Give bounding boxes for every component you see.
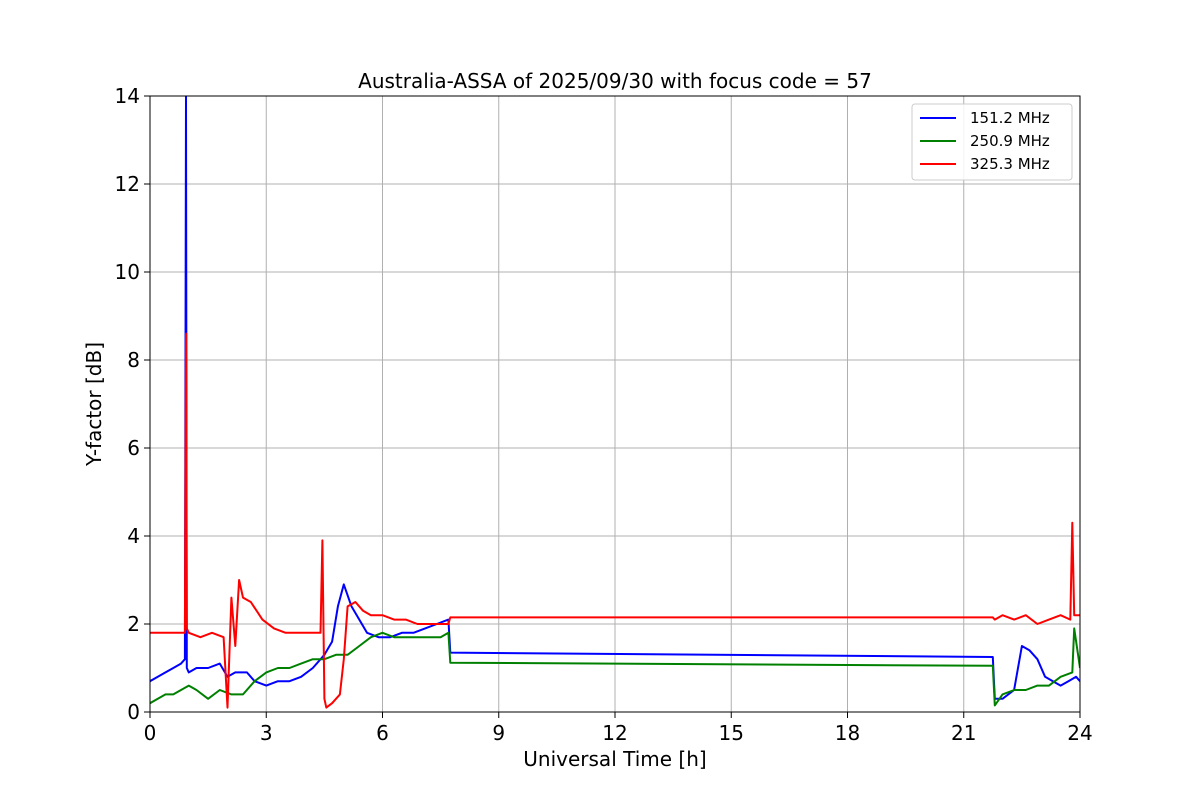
x-tick-label: 12 <box>602 721 627 745</box>
y-tick-label: 8 <box>127 348 140 372</box>
y-axis-label: Y-factor [dB] <box>82 342 106 467</box>
legend: 151.2 MHz 250.9 MHz 325.3 MHz <box>911 103 1073 181</box>
y-tick-label: 10 <box>115 260 140 284</box>
y-tick-label: 14 <box>115 84 140 108</box>
x-tick-label: 6 <box>376 721 389 745</box>
x-tick-label: 15 <box>719 721 744 745</box>
legend-label: 325.3 MHz <box>970 155 1050 173</box>
x-tick-label: 3 <box>260 721 273 745</box>
x-tick-label: 24 <box>1067 721 1092 745</box>
x-axis-label: Universal Time [h] <box>523 747 706 771</box>
legend-box <box>911 103 1073 181</box>
y-tick-label: 6 <box>127 436 140 460</box>
legend-label: 151.2 MHz <box>970 109 1050 127</box>
x-tick-label: 9 <box>492 721 505 745</box>
x-tick-label: 21 <box>951 721 976 745</box>
y-tick-label: 2 <box>127 612 140 636</box>
plot-area <box>150 96 1080 709</box>
series-line-2 <box>150 627 1080 707</box>
y-tick-label: 4 <box>127 524 140 548</box>
series-line-1 <box>150 96 1080 700</box>
x-tick-label: 0 <box>144 721 157 745</box>
chart-title: Australia-ASSA of 2025/09/30 with focus … <box>358 69 872 93</box>
legend-label: 250.9 MHz <box>970 132 1050 150</box>
series-line-3 <box>150 332 1080 709</box>
grid <box>149 95 1081 713</box>
y-tick-label: 0 <box>127 700 140 724</box>
y-tick-label: 12 <box>115 172 140 196</box>
x-tick-label: 18 <box>835 721 860 745</box>
